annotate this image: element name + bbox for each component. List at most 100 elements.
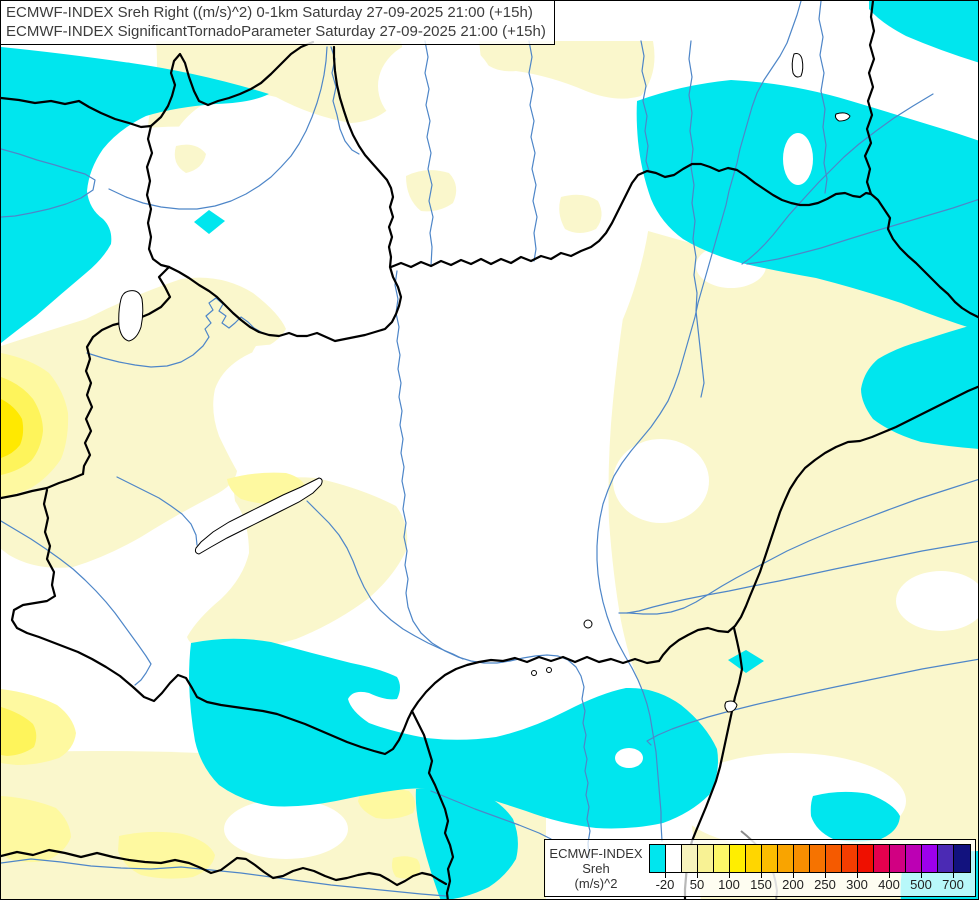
- river-danube-south: [394, 270, 591, 860]
- border-sava: [1, 848, 448, 887]
- legend-units-label: (m/s)^2: [574, 875, 618, 891]
- title-line-2: ECMWF-INDEX SignificantTornadoParameter …: [6, 23, 546, 40]
- colorbar-tick-mark: [889, 873, 890, 878]
- lake-ferto: [118, 290, 144, 342]
- colorbar-cell: [666, 845, 682, 872]
- cyan-inner-white-hole-ne: [783, 133, 813, 185]
- lakes: [118, 53, 851, 713]
- border-hungary-serbia: [410, 655, 661, 713]
- legend-model-label: ECMWF-INDEX: [549, 845, 643, 861]
- river-hernad: [688, 40, 705, 398]
- colorbar-cell: [954, 845, 970, 872]
- lake-balaton: [194, 477, 323, 555]
- colorbar-cell: [842, 845, 858, 872]
- border-slovenia-croatia-drava: [10, 488, 414, 756]
- river-nw-2: [108, 46, 328, 210]
- shading-cream-islands: [174, 144, 602, 233]
- river-hron: [528, 40, 538, 262]
- river-zala: [116, 476, 198, 546]
- lake-small-2: [724, 700, 738, 713]
- colorbar-cell: [730, 845, 746, 872]
- river-ne-small: [640, 40, 650, 172]
- border-austria-hungary-w: [81, 265, 172, 476]
- river-koros-2: [626, 540, 978, 614]
- colorbar-tick-label: 100: [718, 877, 740, 892]
- legend-parameter-label: Sreh: [582, 860, 610, 876]
- colorbar-cell: [922, 845, 938, 872]
- colorbar-tick-label: -20: [655, 877, 675, 892]
- legend-box: ECMWF-INDEX Sreh (m/s)^2 -20 50 100 150 200 2…: [544, 839, 976, 897]
- legend-labels: ECMWF-INDEX Sreh (m/s)^2: [545, 840, 647, 896]
- colorbar-cell: [794, 845, 810, 872]
- colorbar-cell: [874, 845, 890, 872]
- colorbar-tick-label: 50: [689, 877, 705, 892]
- colorbar-cell: [746, 845, 762, 872]
- river-south-1: [430, 790, 552, 840]
- lake-small-4: [546, 667, 552, 673]
- colorbar-tick-label: 250: [814, 877, 836, 892]
- river-koros-1: [618, 479, 978, 615]
- colorbar-tick-label: 400: [878, 877, 900, 892]
- border-austria-hungary-n: [145, 124, 171, 269]
- lake-small-3: [531, 670, 537, 676]
- colorbar-cell: [858, 845, 874, 872]
- title-box: ECMWF-INDEX Sreh Right ((m/s)^2) 0-1km S…: [1, 1, 555, 45]
- border-czech-slovakia: [149, 40, 315, 128]
- border-ukraine-se: [869, 192, 978, 319]
- border-nw-horizontal: [1, 96, 153, 129]
- colorbar-tick-label: 500: [910, 877, 932, 892]
- colorbar-tick-mark: [793, 873, 794, 878]
- colorbar-tick-mark: [953, 873, 954, 878]
- colorbar-tick-mark: [825, 873, 826, 878]
- colorbar-cell: [778, 845, 794, 872]
- river-mura: [1, 520, 152, 686]
- border-hungary-slovakia-e: [389, 162, 873, 269]
- shading-yellow: [1, 353, 421, 879]
- title-line-1: ECMWF-INDEX Sreh Right ((m/s)^2) 0-1km S…: [6, 4, 533, 21]
- river-szamos: [746, 199, 978, 265]
- lake-ne-1: [791, 53, 804, 78]
- colorbar-cell: [938, 845, 954, 872]
- colorbar-tick-mark: [665, 873, 666, 878]
- colorbar-tick-label: 700: [942, 877, 964, 892]
- colorbar-cell: [698, 845, 714, 872]
- colorbar-cell: [762, 845, 778, 872]
- border-croatia-serbia-danube: [410, 709, 455, 899]
- lake-small-1: [583, 619, 593, 629]
- border-danube-nw: [167, 45, 403, 343]
- colorbar-cell: [650, 845, 666, 872]
- river-nw-1: [1, 148, 96, 218]
- lake-ne-2: [834, 112, 851, 122]
- border-austria-slovenia: [1, 472, 85, 500]
- colorbar-tick-mark: [697, 873, 698, 878]
- river-tisza: [596, 1, 802, 842]
- colorbar-cell: [810, 845, 826, 872]
- colorbar-tick-label: 200: [782, 877, 804, 892]
- colorbar-cell: [906, 845, 922, 872]
- river-morava: [330, 46, 360, 155]
- river-maros: [646, 658, 978, 746]
- colorbar-tick-label: 150: [750, 877, 772, 892]
- border-hungary-romania: [657, 385, 978, 663]
- river-bodrog: [741, 93, 934, 265]
- colorbar-cell: [890, 845, 906, 872]
- colorbar-tick-mark: [857, 873, 858, 878]
- river-sio: [306, 500, 464, 660]
- legend-ticks: -20 50 100 150 200 250 300 400 500 700: [649, 873, 971, 895]
- legend-colorbar: [649, 844, 971, 873]
- river-vah: [424, 40, 434, 267]
- colorbar-tick-mark: [729, 873, 730, 878]
- colorbar-cell: [714, 845, 730, 872]
- river-east-slovakia: [818, 1, 828, 194]
- colorbar-tick-mark: [921, 873, 922, 878]
- cyan-inner-white-hole: [615, 748, 643, 768]
- river-sava: [1, 858, 447, 897]
- border-slovakia-ukraine: [863, 1, 876, 196]
- colorbar-tick-label: 300: [846, 877, 868, 892]
- colorbar-tick-mark: [761, 873, 762, 878]
- colorbar-cell: [826, 845, 842, 872]
